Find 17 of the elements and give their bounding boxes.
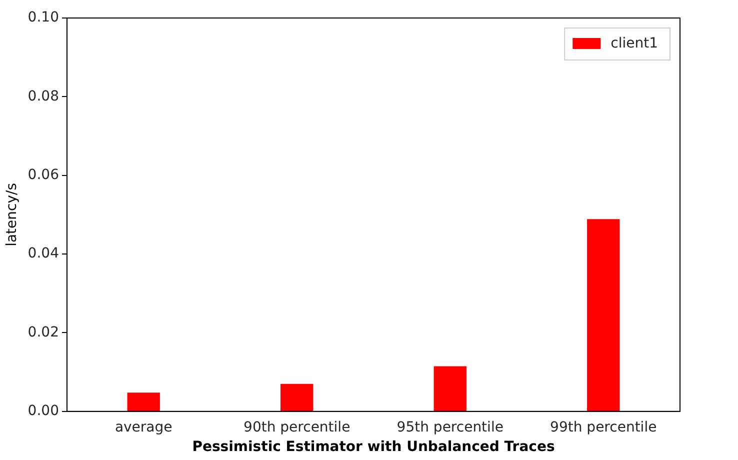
y-tick-label: 0.08 [28, 88, 59, 104]
x-tick-label: 95th percentile [396, 419, 504, 436]
x-axis-title: Pessimistic Estimator with Unbalanced Traces [192, 439, 555, 456]
y-tick-label: 0.04 [28, 246, 60, 262]
legend-label: client1 [610, 36, 658, 52]
bar [280, 384, 314, 412]
bar [587, 219, 620, 412]
y-tick-label: 0.00 [28, 403, 59, 420]
x-tick-label: 90th percentile [244, 419, 350, 436]
y-axis-title: latency/s [4, 182, 20, 246]
bar [127, 392, 160, 412]
bar [434, 366, 466, 412]
x-tick-label: 99th percentile [550, 419, 657, 436]
y-tick-label: 0.10 [28, 10, 59, 26]
y-tick-label: 0.02 [28, 324, 59, 340]
x-tick-label: average [114, 419, 172, 436]
y-tick-label: 0.06 [28, 167, 60, 183]
